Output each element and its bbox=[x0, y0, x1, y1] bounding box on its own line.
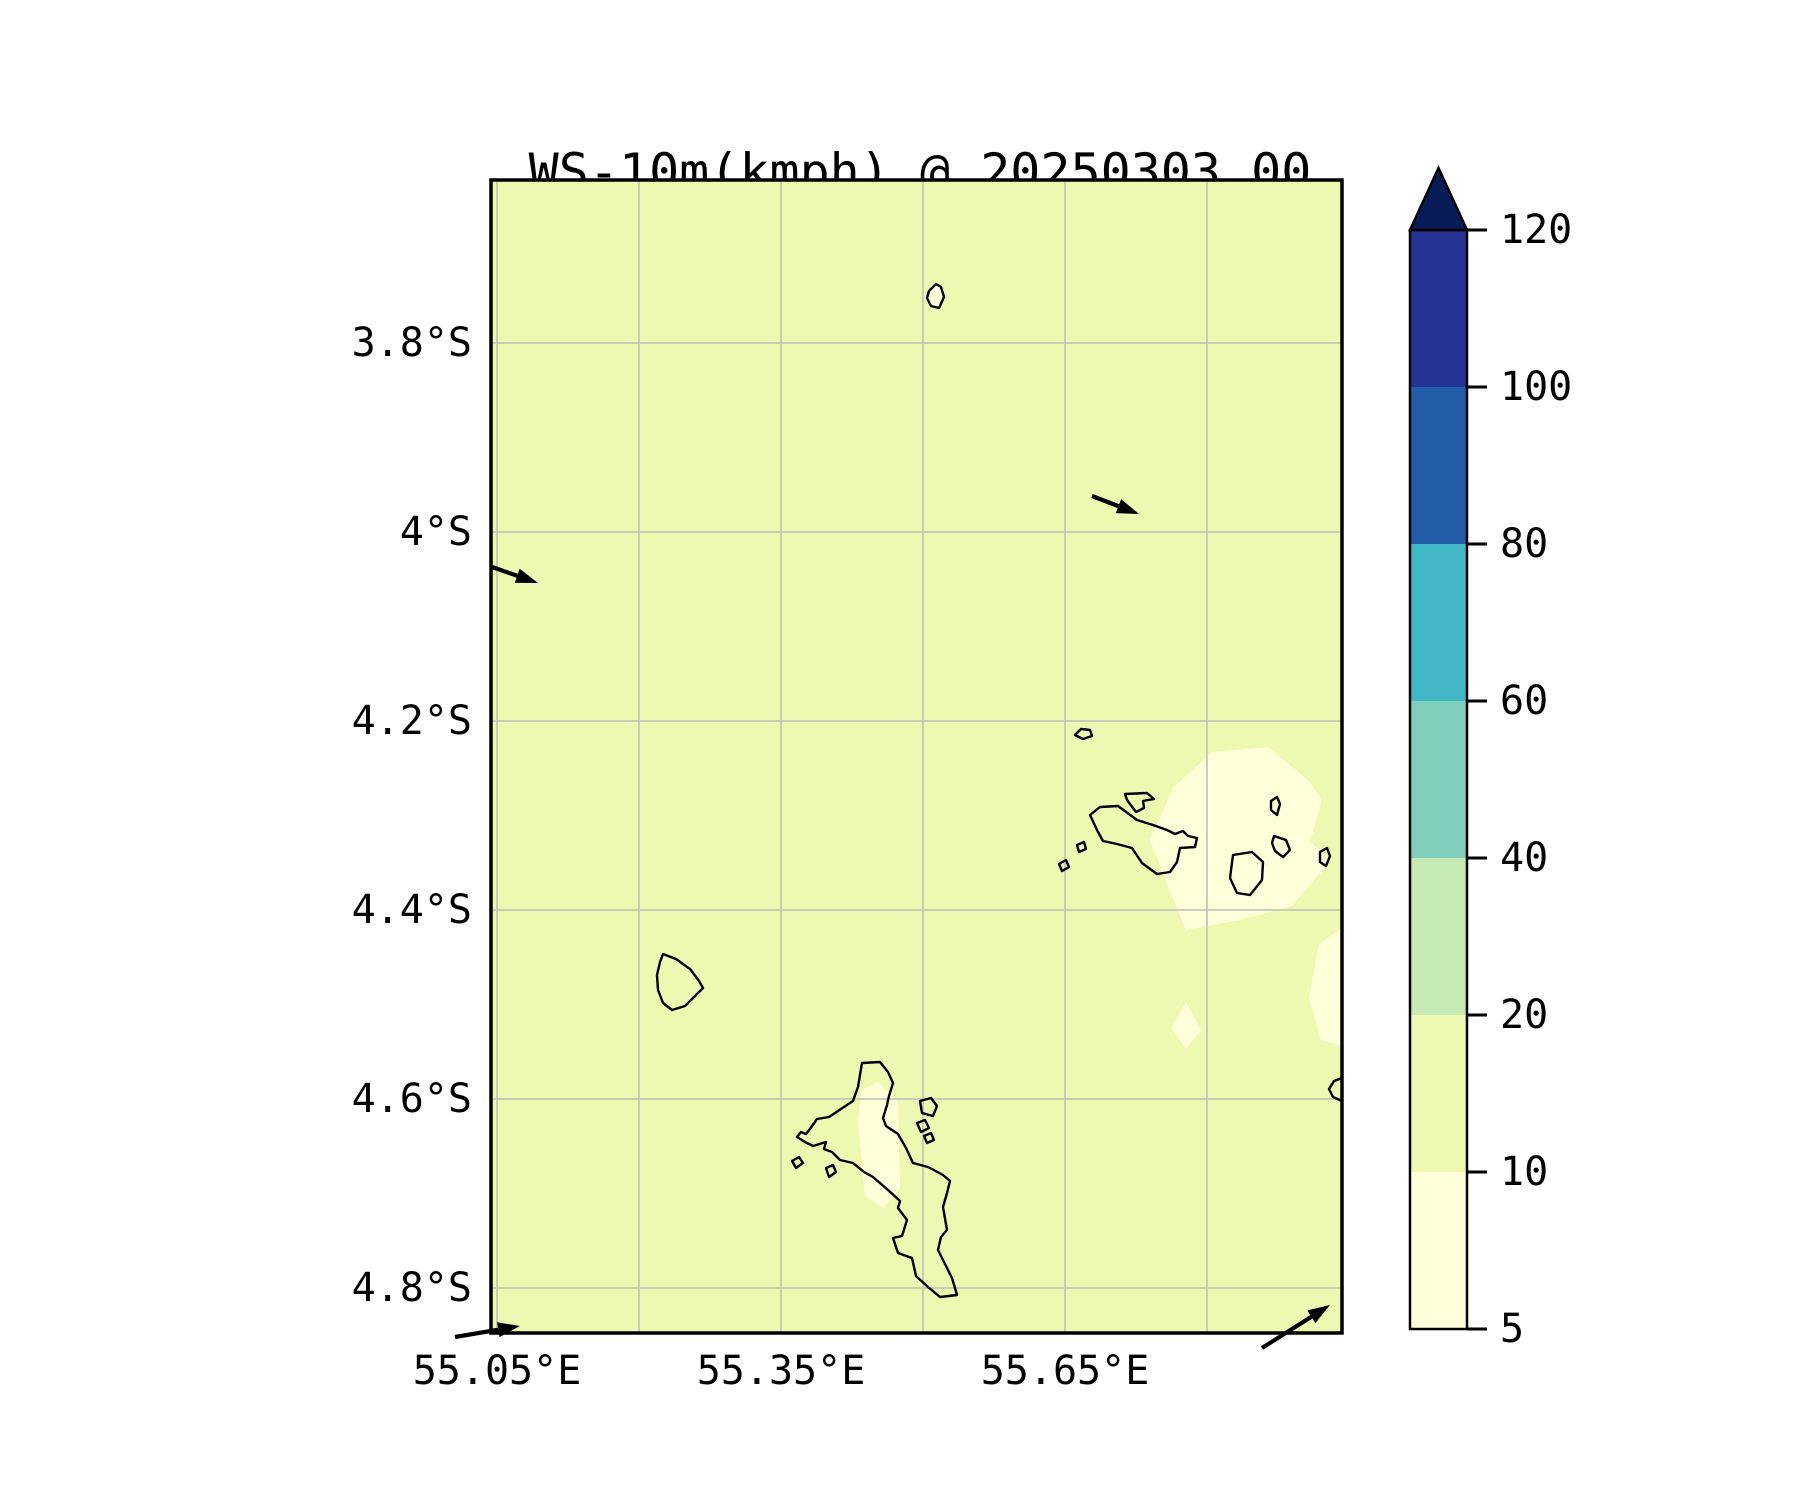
coastline-islet-sw-praslin-1 bbox=[1075, 840, 1088, 854]
colorbar-label-10: 10 bbox=[1500, 1149, 1549, 1195]
map-border bbox=[489, 178, 1344, 1335]
low-wind-patch-4 bbox=[858, 1082, 900, 1208]
coastline-felicite bbox=[1270, 834, 1292, 859]
x-tick-label-55.35°E: 55.35°E bbox=[696, 1348, 866, 1394]
y-tick-label-4.2°S: 4.2°S bbox=[351, 698, 472, 744]
coastline-praslin bbox=[1088, 804, 1199, 876]
coastline-islet-w-mahe-2 bbox=[824, 1163, 838, 1179]
colorbar-label-120: 120 bbox=[1500, 207, 1573, 253]
coastline-silhouette bbox=[655, 952, 705, 1012]
colorbar-segment-100-120 bbox=[1410, 230, 1467, 387]
coastline-islet-w-mahe-1 bbox=[790, 1155, 805, 1170]
colorbar-segment-80-100 bbox=[1410, 387, 1467, 544]
coastline-st-anne-1 bbox=[918, 1096, 939, 1118]
y-tick-label-4.8°S: 4.8°S bbox=[351, 1265, 472, 1311]
colorbar-over-triangle bbox=[1408, 165, 1469, 232]
low-wind-patch-1 bbox=[1150, 747, 1332, 930]
wind-arrow-head-1 bbox=[514, 568, 538, 583]
y-tick-label-4.4°S: 4.4°S bbox=[351, 887, 472, 933]
wind-arrow-head-4 bbox=[1307, 1305, 1330, 1324]
coastline-aride-islet bbox=[1073, 727, 1094, 741]
coastline-islet-east-1 bbox=[1318, 846, 1332, 868]
colorbar-label-5: 5 bbox=[1500, 1306, 1525, 1352]
colorbar-segment-40-60 bbox=[1410, 701, 1467, 858]
coastline-north-islet bbox=[925, 282, 946, 310]
colorbar-label-80: 80 bbox=[1500, 521, 1549, 567]
colorbar-label-100: 100 bbox=[1500, 364, 1573, 410]
low-wind-patch-2 bbox=[1309, 928, 1342, 1046]
colorbar-label-60: 60 bbox=[1500, 678, 1549, 724]
x-tick-label-55.65°E: 55.65°E bbox=[980, 1348, 1150, 1394]
map-fill-10-20kmph bbox=[491, 180, 1342, 1333]
coastline-st-anne-2 bbox=[915, 1118, 931, 1134]
colorbar-segment-20-40 bbox=[1410, 858, 1467, 1015]
coastline-islet-n-felicite bbox=[1269, 795, 1282, 817]
wind-arrow-shaft-2 bbox=[1091, 494, 1120, 509]
colorbar-segment-60-80 bbox=[1410, 544, 1467, 701]
coastline-curieuse bbox=[1123, 791, 1156, 814]
colorbar-label-20: 20 bbox=[1500, 992, 1549, 1038]
colorbar-label-40: 40 bbox=[1500, 835, 1549, 881]
colorbar-segment-5-10 bbox=[1410, 1172, 1467, 1329]
coastline-la-digue bbox=[1228, 850, 1265, 897]
wind-arrow-head-2 bbox=[1115, 499, 1139, 514]
coastline-islet-sw-praslin-2 bbox=[1057, 858, 1071, 873]
wind-arrow-shaft-1 bbox=[491, 565, 518, 578]
low-wind-patch-3 bbox=[1171, 1002, 1201, 1049]
coastline-st-anne-3 bbox=[922, 1131, 936, 1145]
x-tick-label-55.05°E: 55.05°E bbox=[412, 1348, 582, 1394]
y-tick-label-3.8°S: 3.8°S bbox=[351, 320, 472, 366]
colorbar-outline bbox=[1408, 228, 1469, 1331]
y-tick-label-4.6°S: 4.6°S bbox=[351, 1076, 472, 1122]
colorbar-segment-10-20 bbox=[1410, 1015, 1467, 1172]
coastline-mahe bbox=[795, 1060, 959, 1299]
y-tick-label-4°S: 4°S bbox=[399, 509, 472, 555]
